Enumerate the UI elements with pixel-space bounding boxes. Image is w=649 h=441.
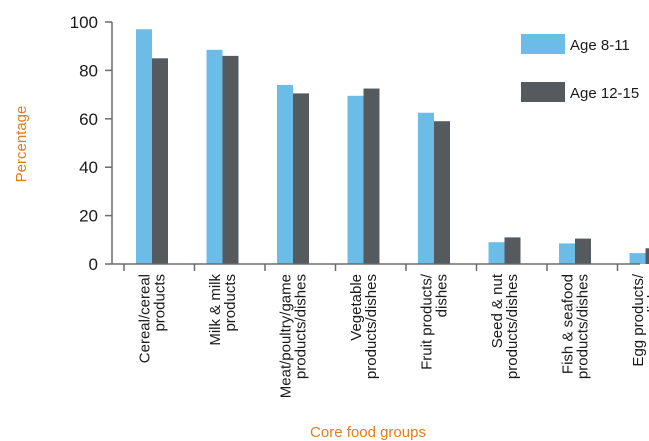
x-axis-title: Core food groups <box>310 424 426 441</box>
bar-age-8-11-6 <box>559 243 575 264</box>
y-tick-label: 0 <box>89 255 98 274</box>
bar-age-12-15-3 <box>363 88 380 264</box>
x-category-label-line: Fruit products/ <box>419 273 436 370</box>
x-category-label-line: Vegetable <box>348 274 365 341</box>
bar-age-8-11-5 <box>488 242 505 264</box>
x-category-label-line: products <box>222 274 239 332</box>
x-category-label: Seed & nutproducts/dishes <box>489 273 521 379</box>
y-tick-label: 40 <box>79 158 98 177</box>
x-category-label-line: products/dishes <box>363 274 380 379</box>
x-category-label-line: Milk & milk <box>207 274 224 346</box>
y-tick-label: 100 <box>70 13 98 32</box>
x-category-label: Cereal/cerealproducts <box>137 274 169 363</box>
x-category-label-line: Egg products/ <box>630 273 647 366</box>
x-category-label-line: products <box>152 274 169 332</box>
bar-age-12-15-2 <box>293 93 309 264</box>
x-category-label-line: dishes <box>645 274 649 317</box>
x-category-label: Vegetableproducts/dishes <box>348 274 380 379</box>
x-category-label-line: Fish & seafood <box>560 274 577 374</box>
x-category-label-line: products/dishes <box>504 274 521 379</box>
legend-swatch-age-8-11 <box>521 34 565 54</box>
legend: Age 8-11 Age 12-15 <box>521 34 639 102</box>
x-category-label-line: Cereal/cereal <box>137 274 154 363</box>
x-category-label-line: Meat/poultry/game <box>278 274 295 398</box>
legend-swatch-age-12-15 <box>521 82 565 102</box>
bar-age-12-15-0 <box>152 58 168 264</box>
bar-age-8-11-3 <box>347 95 364 264</box>
bar-age-12-15-4 <box>434 121 450 264</box>
y-tick-label: 20 <box>79 207 98 226</box>
legend-label-age-12-15: Age 12-15 <box>570 85 639 102</box>
x-category-label: Fruit products/dishes <box>419 273 451 370</box>
bar-age-8-11-4 <box>418 112 434 264</box>
bar-age-8-11-7 <box>629 253 646 264</box>
x-category-label: Milk & milkproducts <box>207 274 239 346</box>
bar-age-8-11-2 <box>277 84 293 264</box>
x-category-label: Egg products/dishes <box>630 273 649 366</box>
x-category-label-line: products/dishes <box>293 274 310 379</box>
legend-label-age-8-11: Age 8-11 <box>570 37 630 54</box>
bar-age-12-15-5 <box>504 237 521 264</box>
x-category-label: Fish & seafoodproducts/dishes <box>560 274 592 379</box>
x-category-label-line: products/dishes <box>575 274 592 379</box>
y-tick-label: 80 <box>79 61 98 80</box>
x-category-label: Meat/poultry/gameproducts/dishes <box>278 274 310 398</box>
bar-age-8-11-1 <box>206 49 223 264</box>
y-axis-title: Percentage <box>13 106 30 183</box>
x-category-label-line: dishes <box>434 274 451 317</box>
bar-age-12-15-6 <box>575 238 591 264</box>
bar-age-12-15-7 <box>645 248 649 264</box>
bar-age-8-11-0 <box>136 29 152 265</box>
bar-age-12-15-1 <box>222 55 239 264</box>
x-category-label-line: Seed & nut <box>489 273 506 348</box>
y-tick-label: 60 <box>79 110 98 129</box>
